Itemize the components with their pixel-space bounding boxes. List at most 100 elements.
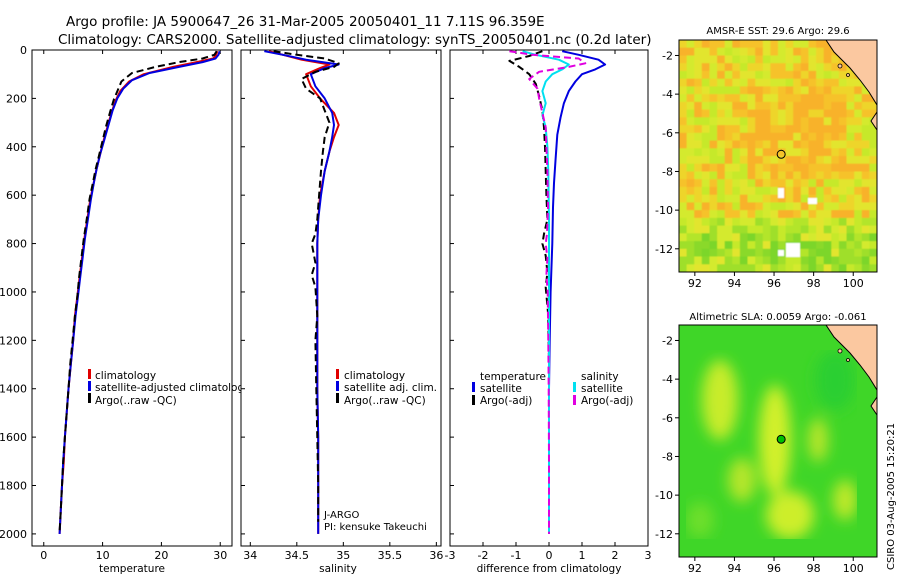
sst-cell [694,148,703,157]
sst-cell [854,132,863,142]
sst-cell [808,78,817,87]
sst-cell [679,241,688,250]
x-tick-label: 20 [154,549,168,562]
sst-cell [823,70,832,80]
sst-cell [701,186,710,196]
sst-cell [770,55,779,64]
sst-cell [701,86,710,95]
sst-cell [793,78,802,87]
sst-cell [838,132,848,142]
sst-cell [762,225,771,234]
sst-cell [861,109,870,118]
sst-cell [686,86,695,95]
sst-cell [679,163,688,172]
sst-missing-cell [778,250,784,256]
sst-cell [694,241,703,250]
sst-cell [747,47,756,56]
sst-cell [694,70,703,80]
sst-cell [709,194,718,203]
argo-location-marker [776,149,786,159]
sst-cell [823,248,832,258]
sst-cell [800,78,809,87]
sst-cell [823,256,832,265]
sst-cell [739,194,749,203]
sst-cell [770,186,779,196]
sst-cell [770,78,779,87]
difference-x-axis: -3 -2 -1 0 1 2 3 [445,49,652,562]
sst-cell [739,47,749,56]
sst-cell [762,194,771,203]
sst-cell [785,210,794,219]
sst-cell [709,163,718,172]
sst-cell [800,63,809,72]
sst-cell [770,132,779,142]
sst-cell [686,256,695,265]
sst-cell [808,179,817,188]
sst-cell [679,70,688,80]
sst-cell [747,109,756,118]
sst-cell [679,40,688,49]
sst-cell [800,109,809,118]
sst-cell [793,117,802,126]
sst-cell [701,132,710,142]
sst-cell [724,109,733,118]
sst-cell [854,109,863,118]
sst-cell [816,140,825,149]
x-tick-label: 0 [40,549,47,562]
argo-location-marker [776,434,786,444]
salinity-axes-frame [240,49,442,547]
sst-cell [739,140,749,149]
legend-swatch-argo [88,393,91,403]
sst-cell [762,210,771,219]
sst-missing-cell [786,243,800,257]
sst-cell [694,171,703,180]
legend-label-temperature: temperature [480,371,546,383]
sst-cell [823,55,832,64]
sst-cell [724,40,733,49]
sst-cell [747,179,756,188]
sst-cell [701,248,710,258]
legend-swatch-temp-satellite [472,382,475,392]
sst-cell [701,210,710,219]
sst-cell [739,202,749,211]
sst-cell [694,225,703,234]
sst-cell [785,132,794,142]
sst-cell [717,86,726,95]
sst-cell [709,156,718,165]
sst-cell [739,132,749,142]
sst-cell [747,63,756,72]
sst-cell [732,125,741,134]
sst-cell [823,171,832,180]
sst-cell [755,233,764,242]
sst-cell [694,256,703,265]
sst-cell [679,202,688,211]
sst-cell [816,86,825,95]
sst-cell [861,125,870,134]
sst-cell [701,241,710,250]
sst-cell [724,125,733,134]
sst-cell [869,148,877,157]
sst-cell [709,256,718,265]
x-tick-label: -3 [445,549,456,562]
sst-cell [793,148,802,157]
sst-cell [747,186,756,196]
sst-cell [694,63,703,72]
sst-cell [808,202,817,211]
sst-cell [778,132,787,142]
sst-cell [732,117,741,126]
sst-cell [770,256,779,265]
sst-cell [854,163,863,172]
sst-cell [770,248,779,258]
sst-cell [709,94,718,103]
sst-cell [709,125,718,134]
sst-cell [679,179,688,188]
sst-cell [785,233,794,242]
sst-cell [854,248,863,258]
sst-cell [785,125,794,134]
sst-cell [747,55,756,64]
salinity-panel: 34 34.5 35 35.5 36 salinity climatology sate… [240,49,443,575]
lat-tick-label: -12 [655,243,673,256]
sst-cell [823,140,832,149]
sst-cell [709,109,718,118]
sst-cell [831,109,840,118]
